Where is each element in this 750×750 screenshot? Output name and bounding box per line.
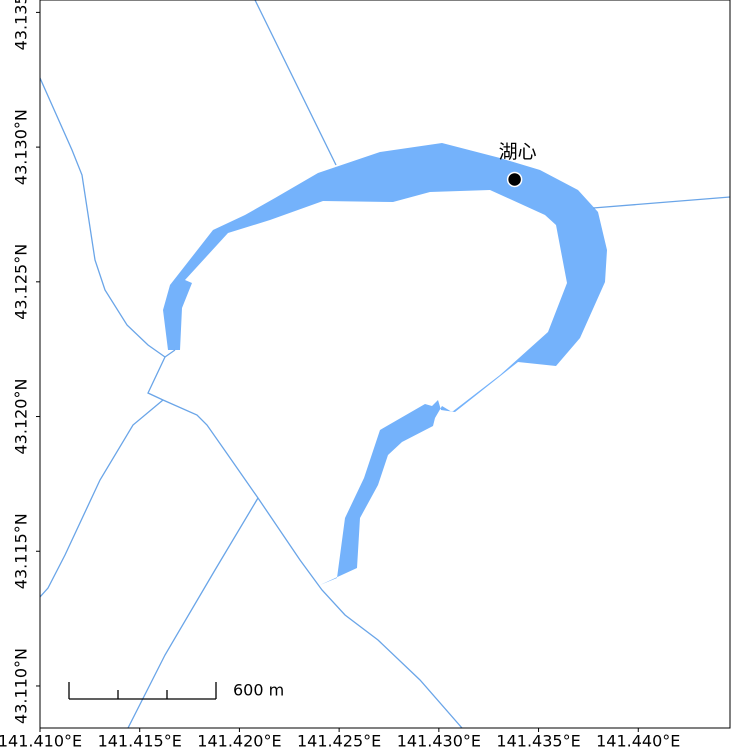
map-frame: [39, 0, 731, 729]
road: [254, 0, 337, 166]
y-tick-label: 43.115°N: [12, 513, 31, 589]
map-features: [40, 0, 730, 728]
x-tick-label: 141.415°E: [98, 732, 182, 750]
road: [592, 196, 730, 209]
y-tick-label: 43.110°N: [12, 648, 31, 724]
y-tick-label: 43.125°N: [12, 244, 31, 320]
y-tick-label: 43.135°N: [12, 0, 31, 50]
x-tick-label: 141.425°E: [297, 732, 381, 750]
road: [40, 77, 176, 358]
y-tick-label: 43.130°N: [12, 109, 31, 185]
lake-center-point: [506, 171, 523, 188]
y-tick-label: 43.120°N: [12, 379, 31, 455]
road: [40, 399, 164, 598]
x-tick-label: 141.430°E: [397, 732, 481, 750]
x-tick-label: 141.410°E: [0, 732, 82, 750]
point-label: 湖心: [499, 141, 537, 163]
road: [127, 497, 259, 728]
scale-bar: [68, 682, 217, 700]
scale-bar-label: 600 m: [233, 681, 284, 700]
x-tick-label: 141.435°E: [496, 732, 580, 750]
x-tick-label: 141.420°E: [197, 732, 281, 750]
x-tick-label: 141.440°E: [596, 732, 680, 750]
lake: [163, 143, 607, 585]
